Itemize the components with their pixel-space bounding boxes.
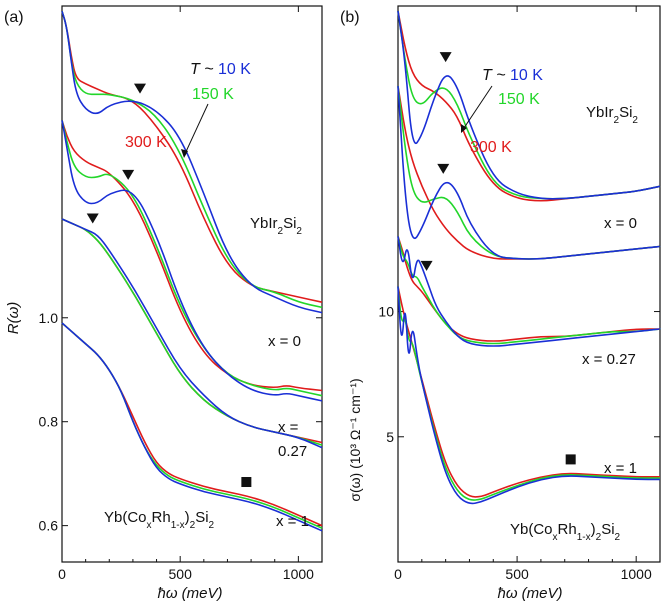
panel-a-marker-x0-triangle bbox=[122, 169, 135, 180]
panel-a-curve-x027-300k bbox=[61, 218, 323, 444]
panel-a-curve-x0-10k bbox=[61, 120, 323, 402]
panel-b-temp-300k: 300 K bbox=[470, 139, 512, 156]
panel-b-curve-ybir2si2-10k bbox=[397, 10, 661, 200]
panel-a: (a) ħω (meV) R(ω) 0 500 1000 0.6 0.8 1.0 T ~ … bbox=[4, 5, 323, 602]
panel-a-label-x027-top: x = bbox=[278, 419, 299, 436]
panel-a-ylabel: R(ω) bbox=[5, 302, 22, 335]
panel-a-curves bbox=[61, 10, 323, 532]
panel-a-temp-arrowhead bbox=[181, 149, 188, 158]
panel-b-ytick-label: 5 bbox=[386, 429, 394, 445]
panel-b-markers bbox=[420, 52, 576, 465]
panel-b-marker-x027-triangle bbox=[420, 260, 433, 271]
panel-a-ytick-label: 0.8 bbox=[39, 414, 59, 430]
panel-a-temp-arrow bbox=[183, 103, 209, 157]
panel-a-temp-150k: 150 K bbox=[192, 86, 234, 103]
panel-a-curve-ybir2si2-10k bbox=[61, 10, 323, 314]
panel-a-xtick-label: 500 bbox=[169, 566, 193, 582]
panel-a-label-x027-value: 0.27 bbox=[278, 443, 307, 460]
panel-b-frame bbox=[397, 5, 661, 563]
panel-a-curve-x027-10k bbox=[61, 218, 323, 449]
panel-b-label: (b) bbox=[340, 9, 360, 26]
panel-b-label-x027: x = 0.27 bbox=[582, 351, 636, 368]
panel-b-curve-x1-150k bbox=[397, 286, 660, 501]
panel-a-temp-300k: 300 K bbox=[125, 134, 167, 151]
panel-a-marker-x027-triangle bbox=[86, 213, 99, 224]
panel-b-marker-x1-square bbox=[565, 454, 576, 465]
panel-a-temp-label-group: T ~ 10 K bbox=[190, 61, 251, 78]
panel-b-label-x1: x = 1 bbox=[604, 460, 637, 477]
panel-a-ytick-label: 1.0 bbox=[39, 310, 59, 326]
panel-b-ytick-label: 10 bbox=[378, 304, 394, 320]
panel-b-xtick-label: 1000 bbox=[621, 566, 652, 582]
panel-b-ticks: 0 500 1000 5 10 bbox=[378, 6, 660, 582]
panel-a-label: (a) bbox=[4, 9, 24, 26]
panel-b-temp-arrow bbox=[461, 85, 493, 132]
panel-b-marker-x0-triangle bbox=[437, 163, 450, 174]
panel-b-xtick-label: 500 bbox=[505, 566, 529, 582]
panel-b-ylabel: σ(ω) (10³ Ω⁻¹ cm⁻¹) bbox=[347, 378, 363, 501]
panel-a-curve-x1-10k bbox=[61, 322, 323, 532]
panel-a-frame bbox=[61, 5, 323, 563]
panel-b-curve-x027-300k bbox=[397, 236, 660, 342]
panel-a-curve-ybir2si2-300k bbox=[61, 10, 323, 303]
panel-b-xlabel: ħω (meV) bbox=[497, 585, 562, 602]
panel-b: (b) ħω (meV) σ(ω) (10³ Ω⁻¹ cm⁻¹) 0 500 100… bbox=[340, 5, 661, 602]
panel-a-xtick-label: 1000 bbox=[283, 566, 314, 582]
panel-a-marker-x1-square bbox=[241, 477, 252, 488]
panel-b-temp-arrowhead bbox=[461, 124, 467, 133]
panel-b-curve-x1-300k bbox=[397, 286, 660, 498]
panel-b-curve-x0-10k bbox=[397, 86, 661, 260]
panel-b-curve-x1-10k bbox=[397, 286, 660, 505]
panel-b-curve-x027-150k bbox=[397, 236, 661, 345]
panel-a-curve-ybir2si2-150k bbox=[61, 10, 323, 309]
panel-a-marker-ybir2si2-triangle bbox=[134, 83, 146, 94]
panel-a-ytick-label: 0.6 bbox=[39, 518, 59, 534]
panel-b-temp-label-group: T ~ 10 K bbox=[482, 67, 543, 84]
panel-a-temp-10k: 10 K bbox=[218, 61, 251, 78]
panel-b-temp-10k: 10 K bbox=[510, 67, 543, 84]
panel-b-label-ybir2si2: YbIr2Si2 bbox=[586, 104, 638, 126]
panel-b-marker-ybir2si2-triangle bbox=[439, 52, 452, 63]
panel-a-temp-prefix: T ~ bbox=[190, 61, 214, 78]
panel-a-curve-x0-150k bbox=[61, 120, 323, 397]
panel-b-temp-150k: 150 K bbox=[498, 91, 540, 108]
panel-a-compound-formula: Yb(CoxRh1-x)2Si2 bbox=[104, 509, 215, 531]
panel-b-temp-prefix: T ~ bbox=[482, 67, 506, 84]
panel-b-compound-formula: Yb(CoxRh1-x)2Si2 bbox=[510, 521, 621, 543]
panel-a-xtick-label: 0 bbox=[58, 566, 66, 582]
panel-a-label-ybir2si2: YbIr2Si2 bbox=[250, 215, 302, 237]
panel-b-curve-x027-10k bbox=[397, 236, 661, 347]
panel-a-label-x1: x = 1 bbox=[276, 513, 309, 530]
panel-a-markers bbox=[86, 83, 252, 488]
panel-a-curve-x0-300k bbox=[61, 120, 323, 392]
panel-a-label-x0: x = 0 bbox=[268, 333, 301, 350]
panel-b-xtick-label: 0 bbox=[394, 566, 402, 582]
panel-b-curves bbox=[397, 10, 661, 505]
panel-a-xlabel: ħω (meV) bbox=[157, 585, 222, 602]
panel-b-label-x0: x = 0 bbox=[604, 215, 637, 232]
panel-a-ticks: 0 500 1000 0.6 0.8 1.0 bbox=[39, 6, 322, 582]
